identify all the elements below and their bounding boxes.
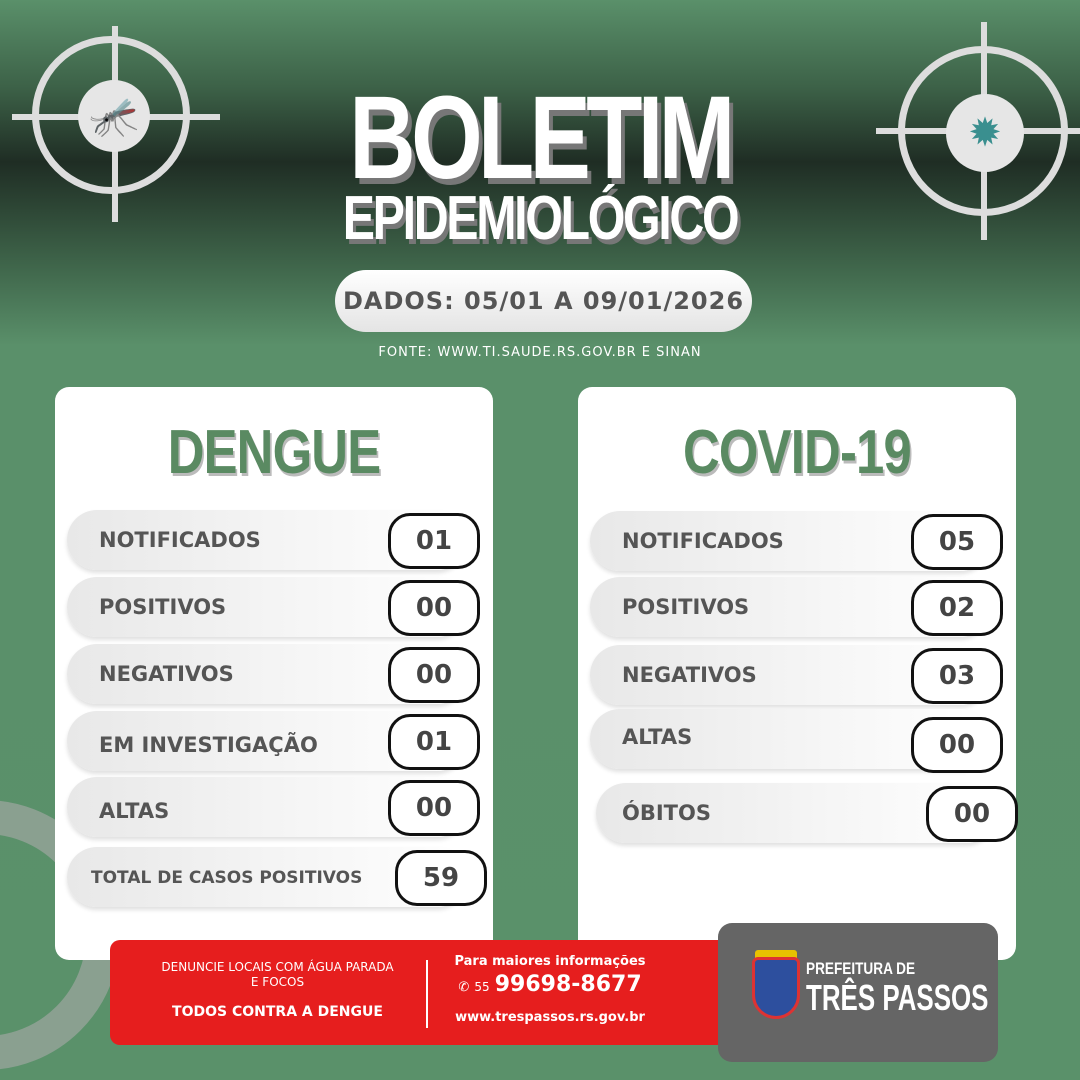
subtitle: EPIDEMIOLÓGICO	[342, 184, 740, 253]
coat-of-arms-icon	[752, 957, 800, 1019]
dengue-card: DENGUE NOTIFICADOS 01 POSITIVOS 00 NEGATIV…	[55, 387, 493, 960]
dengue-row: EM INVESTIGAÇÃO 01	[67, 711, 480, 771]
row-label: NOTIFICADOS	[99, 528, 261, 552]
covid-row: ALTAS 00	[590, 709, 1003, 773]
row-value: 01	[388, 513, 480, 569]
row-label: POSITIVOS	[622, 595, 750, 619]
row-label: POSITIVOS	[99, 595, 227, 619]
phone-number[interactable]: 99698-8677	[494, 972, 642, 997]
covid-card: COVID-19 NOTIFICADOS 05 POSITIVOS 02 NEGAT…	[578, 387, 1018, 960]
row-value: 00	[388, 780, 480, 836]
phone-icon: ✆	[458, 980, 470, 995]
dengue-row: NOTIFICADOS 01	[67, 510, 480, 570]
row-value: 01	[388, 714, 480, 770]
covid-title: COVID-19	[683, 418, 912, 487]
row-label: ALTAS	[99, 799, 170, 823]
source: FONTE: WWW.TI.SAUDE.RS.GOV.BR E SINAN	[378, 345, 702, 360]
row-label: ÓBITOS	[622, 801, 711, 825]
dengue-row: NEGATIVOS 00	[67, 644, 480, 704]
mosquito-icon: 🦟	[78, 80, 150, 152]
dengue-row-total: TOTAL DE CASOS POSITIVOS 59	[67, 847, 487, 907]
info-label: Para maiores informações	[454, 954, 646, 969]
row-label: NEGATIVOS	[622, 663, 757, 687]
phone-line: ✆ 55 99698-8677	[440, 972, 660, 997]
covid-row: ÓBITOS 00	[596, 783, 1018, 843]
org-line2: TRÊS PASSOS	[806, 977, 989, 1018]
phone-ddd: 55	[474, 980, 490, 994]
row-value: 00	[911, 717, 1003, 773]
prefeitura-logo-box: PREFEITURA DE TRÊS PASSOS	[718, 923, 998, 1062]
dengue-title: DENGUE	[167, 418, 381, 487]
row-value: 00	[926, 786, 1018, 842]
slogan: TODOS CONTRA A DENGUE	[172, 1004, 383, 1020]
org-line1: PREFEITURA DE	[806, 959, 916, 978]
covid-row: NOTIFICADOS 05	[590, 511, 1003, 571]
row-label: EM INVESTIGAÇÃO	[99, 733, 318, 757]
virus-icon: ✹	[946, 94, 1024, 172]
covid-row: NEGATIVOS 03	[590, 645, 1003, 705]
dengue-row: ALTAS 00	[67, 777, 480, 837]
date-range: DADOS: 05/01 A 09/01/2026	[335, 270, 752, 332]
row-value: 03	[911, 648, 1003, 704]
covid-row: POSITIVOS 02	[590, 577, 1003, 637]
website-link[interactable]: www.trespassos.rs.gov.br	[455, 1010, 645, 1025]
footer-banner: DENUNCIE LOCAIS COM ÁGUA PARADA E FOCOS …	[110, 940, 740, 1045]
row-label: NEGATIVOS	[99, 662, 234, 686]
row-value: 00	[388, 580, 480, 636]
row-label: NOTIFICADOS	[622, 529, 784, 553]
row-value: 02	[911, 580, 1003, 636]
row-label: TOTAL DE CASOS POSITIVOS	[91, 868, 363, 888]
dengue-row: POSITIVOS 00	[67, 577, 480, 637]
row-label: ALTAS	[622, 725, 693, 749]
title: BOLETIM	[349, 72, 735, 204]
row-value: 59	[395, 850, 487, 906]
row-value: 05	[911, 514, 1003, 570]
denuncie-text: DENUNCIE LOCAIS COM ÁGUA PARADA E FOCOS	[161, 960, 394, 989]
row-value: 00	[388, 647, 480, 703]
divider	[426, 960, 428, 1028]
